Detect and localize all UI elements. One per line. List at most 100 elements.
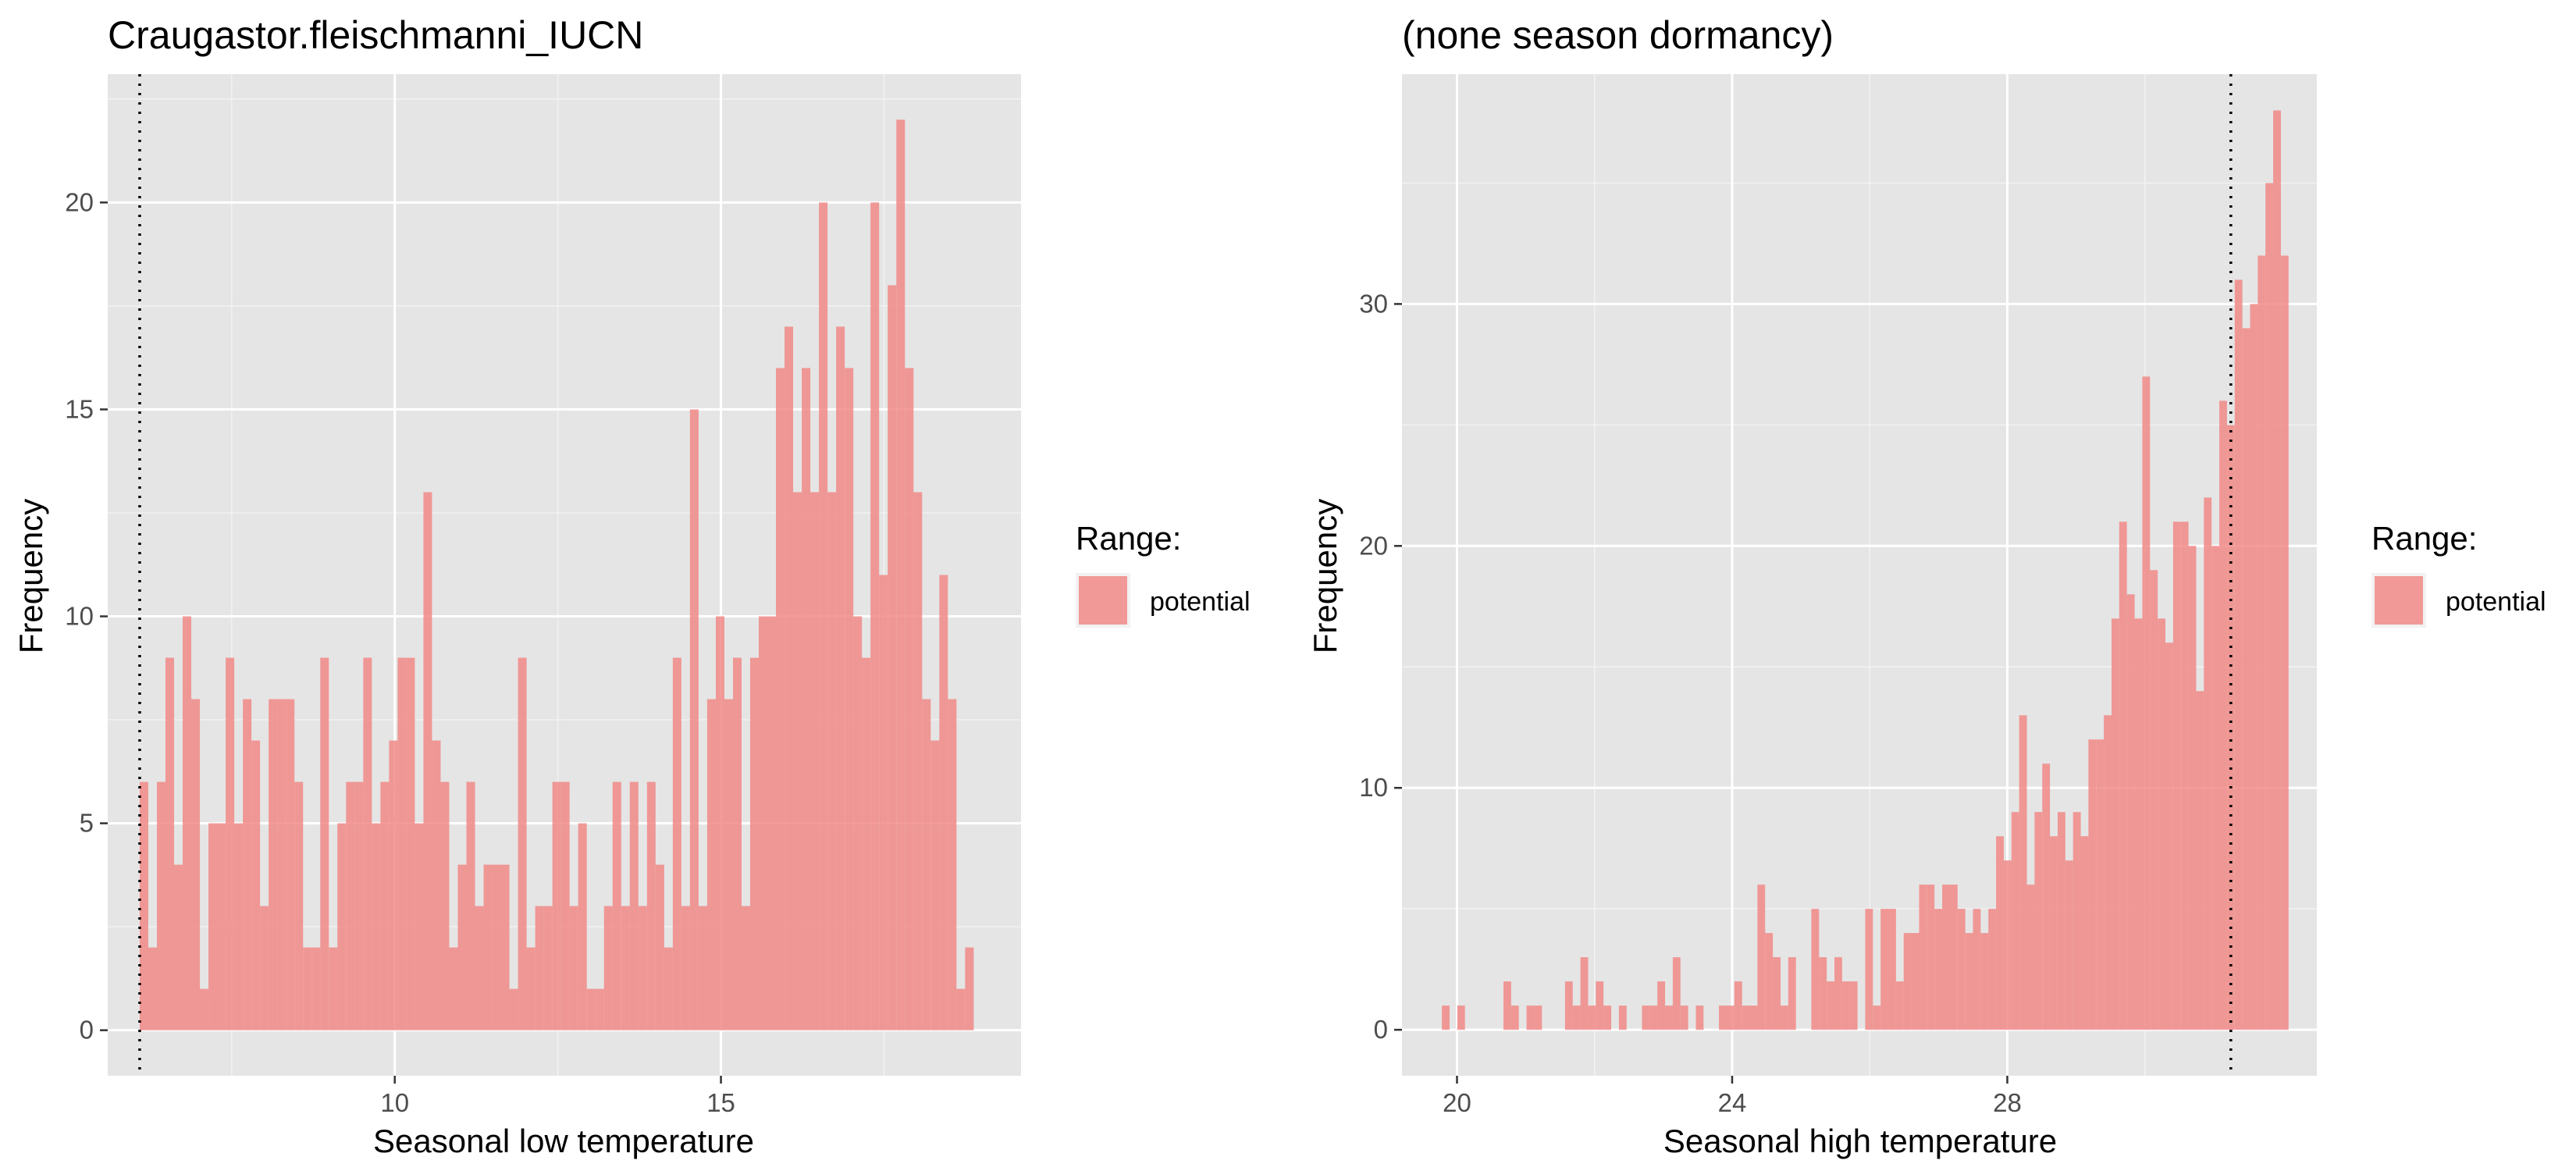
histogram-bar <box>689 409 699 1030</box>
histogram-bar <box>1665 1005 1673 1030</box>
histogram-bar <box>956 988 966 1030</box>
histogram-bar <box>1911 933 1920 1030</box>
histogram-bar <box>543 906 553 1030</box>
panel-left-legend: Range: potential <box>1076 520 1251 628</box>
histogram-bar <box>423 492 432 1030</box>
histogram-bar <box>930 740 940 1030</box>
histogram-bar <box>156 781 165 1030</box>
histogram-bar <box>337 823 347 1030</box>
histogram-bar <box>845 368 854 1030</box>
histogram-bar <box>664 947 673 1030</box>
panel-left-x-axis-title: Seasonal low temperature <box>373 1123 754 1159</box>
histogram-bar <box>2134 618 2143 1030</box>
x-tick-label: 24 <box>1718 1088 1747 1117</box>
histogram-bar <box>724 699 733 1030</box>
histogram-bar <box>2188 546 2197 1030</box>
histogram-bar <box>2172 521 2181 1030</box>
histogram-bar <box>165 657 175 1030</box>
panel-left-x-axis: 10 15 <box>380 1076 735 1117</box>
histogram-bar <box>1927 884 1935 1030</box>
histogram-bar <box>853 616 863 1030</box>
histogram-bar <box>965 947 974 1030</box>
histogram-bar <box>2273 110 2281 1030</box>
histogram-bar <box>1788 957 1796 1030</box>
histogram-bar <box>269 699 278 1030</box>
histogram-bar <box>2211 546 2220 1030</box>
panel-right-y-axis-title: Frequency <box>1307 499 1343 653</box>
histogram-bar <box>2104 715 2112 1030</box>
histogram-bar <box>1503 981 1511 1030</box>
histogram-bar <box>1965 933 1973 1030</box>
histogram-bar <box>294 781 304 1030</box>
histogram-bar <box>346 781 355 1030</box>
histogram-bar <box>569 906 578 1030</box>
histogram-bar <box>948 699 957 1030</box>
panel-right-legend-swatch <box>2375 576 2423 625</box>
histogram-bar <box>183 616 192 1030</box>
histogram-bar <box>1819 957 1827 1030</box>
panel-left-bars <box>139 119 974 1030</box>
histogram-bar <box>217 823 226 1030</box>
histogram-bar <box>776 368 785 1030</box>
histogram-bar <box>2180 521 2189 1030</box>
histogram-bar <box>629 781 639 1030</box>
histogram-bar <box>922 699 931 1030</box>
histogram-bar <box>732 657 742 1030</box>
histogram-bar <box>1442 1005 1450 1030</box>
histogram-bar <box>415 823 424 1030</box>
histogram-bar <box>1765 933 1774 1030</box>
histogram-bar <box>1534 1005 1542 1030</box>
histogram-bar <box>1996 836 2004 1030</box>
histogram-bar <box>1988 909 1997 1030</box>
histogram-bar <box>1811 909 1820 1030</box>
histogram-bar <box>2096 739 2105 1030</box>
panel-left-legend-swatch <box>1079 576 1127 625</box>
histogram-bar <box>1880 909 1889 1030</box>
histogram-bar <box>243 699 252 1030</box>
histogram-bar <box>191 699 201 1030</box>
histogram-bar <box>1757 884 1766 1030</box>
histogram-bar <box>329 947 338 1030</box>
histogram-bar <box>311 947 321 1030</box>
histogram-bar <box>681 906 690 1030</box>
histogram-bar <box>1973 909 1981 1030</box>
histogram-bar <box>1680 1005 1688 1030</box>
histogram-bar <box>646 781 656 1030</box>
histogram-bar <box>380 781 390 1030</box>
histogram-bar <box>320 657 329 1030</box>
histogram-bar <box>1672 957 1681 1030</box>
histogram-bar <box>2026 884 2035 1030</box>
y-tick-label: 20 <box>1359 531 1388 560</box>
histogram-bar <box>466 781 475 1030</box>
histogram-bar <box>879 575 888 1030</box>
panel-left-y-axis-title: Frequency <box>12 499 49 653</box>
panel-right-legend-label: potential <box>2446 587 2546 617</box>
histogram-bar <box>1849 981 1858 1030</box>
histogram-bar <box>303 947 312 1030</box>
panel-left: Craugastor.fleischmanni_IUCN 10 15 0 5 10 15… <box>12 13 1251 1159</box>
histogram-bar <box>1980 933 1989 1030</box>
histogram-bar <box>1719 1005 1727 1030</box>
histogram-bar <box>1603 1005 1612 1030</box>
histogram-bar <box>2258 255 2266 1030</box>
y-tick-label: 10 <box>1359 773 1388 802</box>
histogram-bar <box>2204 497 2212 1030</box>
histogram-bar <box>2019 715 2027 1030</box>
histogram-bar <box>578 823 587 1030</box>
histogram-bar <box>870 202 880 1030</box>
histogram-bar <box>1726 1005 1735 1030</box>
x-tick-label: 15 <box>706 1088 735 1117</box>
histogram-bar <box>1888 909 1896 1030</box>
histogram-bar <box>432 740 441 1030</box>
histogram-bar <box>2042 763 2051 1030</box>
histogram-bar <box>1949 884 1958 1030</box>
histogram-bar <box>1827 981 1835 1030</box>
histogram-bar <box>672 657 681 1030</box>
histogram-bar <box>372 823 381 1030</box>
histogram-bar <box>896 119 906 1030</box>
histogram-bar <box>208 823 218 1030</box>
histogram-bar <box>2234 279 2243 1030</box>
histogram-bar <box>389 740 398 1030</box>
histogram-bar <box>1942 884 1950 1030</box>
histogram-bar <box>2073 812 2081 1030</box>
